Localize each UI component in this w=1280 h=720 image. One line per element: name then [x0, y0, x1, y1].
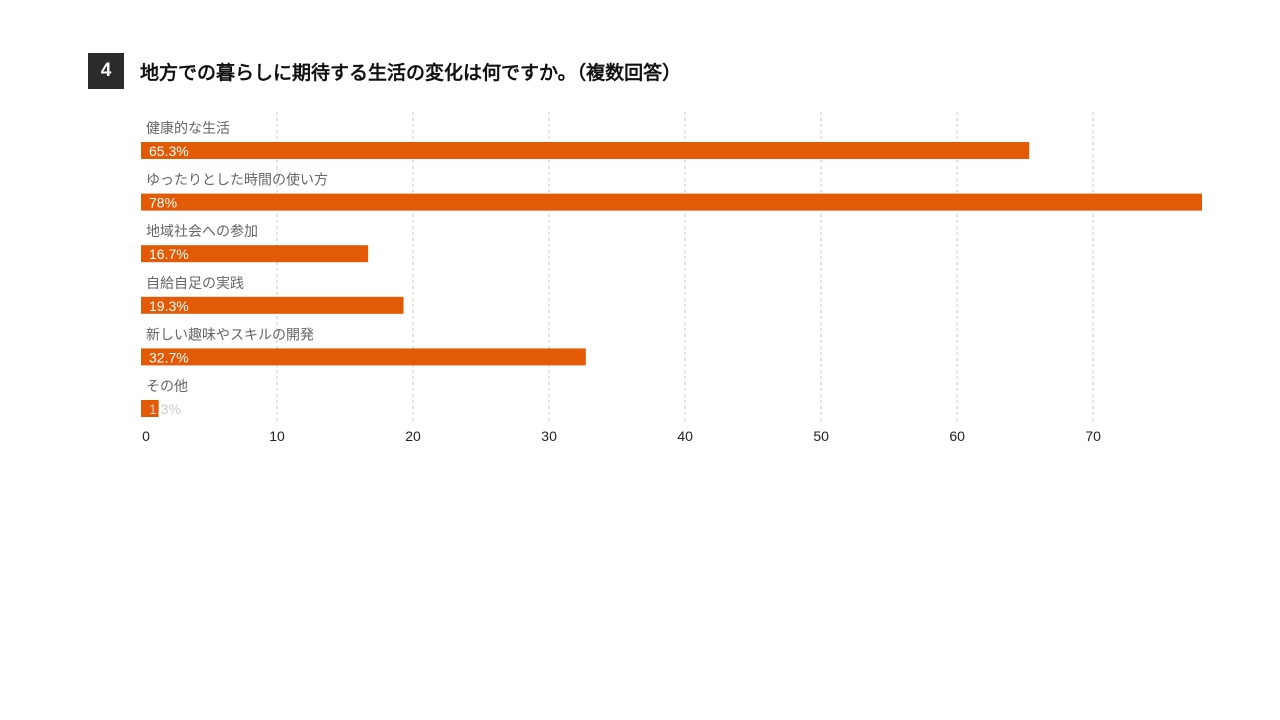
x-axis-ticks: 0 10 20 30 40 50 60 70 [142, 428, 1101, 444]
value-label: 65.3% [149, 143, 189, 159]
bar [141, 348, 586, 366]
x-tick-label: 20 [405, 428, 421, 444]
category-label: 新しい趣味やスキルの開発 [146, 327, 314, 343]
x-tick-label: 60 [949, 428, 965, 444]
bar [141, 193, 1202, 211]
x-tick-label: 40 [677, 428, 693, 444]
x-tick-label: 0 [142, 428, 150, 444]
bar [141, 296, 404, 314]
bar [141, 142, 1030, 159]
value-label: 32.7% [149, 349, 189, 365]
bar [141, 400, 159, 417]
category-label: ゆったりとした時間の使い方 [146, 172, 328, 189]
category-label: その他 [146, 379, 188, 395]
x-tick-label: 30 [541, 428, 557, 444]
category-label: 自給自足の実践 [146, 276, 244, 292]
value-label: 19.3% [149, 298, 189, 314]
grid-layer [276, 112, 1094, 424]
bar [141, 245, 369, 263]
bar-layer: 健康的な生活 65.3% ゆったりとした時間の使い方 78% 地域社会への参加 16.7%… [141, 120, 1202, 417]
value-label: 16.7% [149, 246, 189, 262]
category-label: 健康的な生活 [146, 120, 230, 137]
x-tick-label: 70 [1085, 428, 1101, 444]
value-label: 1.3% [149, 401, 181, 417]
value-label: 78% [149, 195, 177, 211]
x-tick-label: 50 [813, 428, 829, 444]
category-label: 地域社会への参加 [146, 223, 258, 240]
question-title: 地方での暮らしに期待する生活の変化は何ですか。（複数回答） [140, 62, 682, 84]
question-number-badge: 4 [88, 53, 124, 89]
x-tick-label: 10 [269, 428, 285, 444]
